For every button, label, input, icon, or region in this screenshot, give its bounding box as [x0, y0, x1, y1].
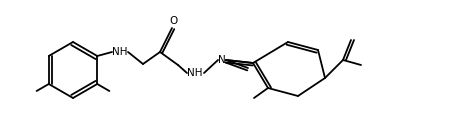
- Text: NH: NH: [112, 47, 128, 57]
- Text: NH: NH: [187, 68, 203, 78]
- Text: N: N: [218, 55, 226, 65]
- Text: O: O: [170, 16, 178, 26]
